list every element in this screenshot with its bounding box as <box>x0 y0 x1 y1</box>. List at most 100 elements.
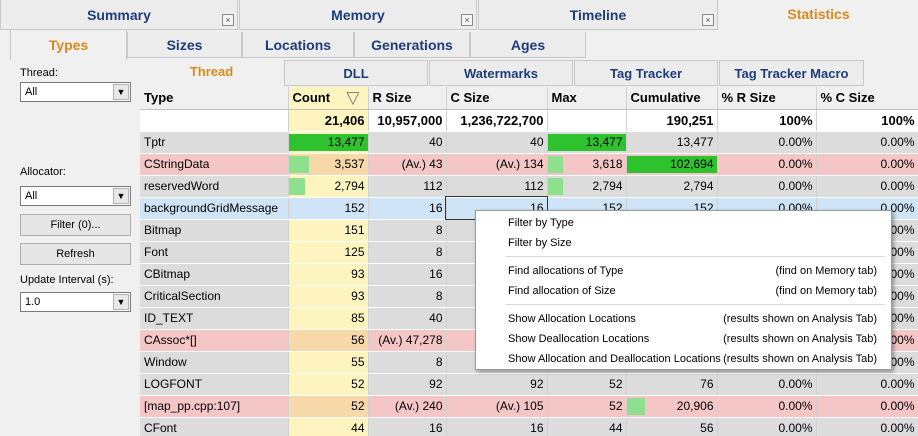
tab-thread-label: Thread <box>189 63 234 79</box>
cell-cumulative: 13,477 <box>626 131 718 154</box>
column-header-count[interactable]: Count ▽ <box>288 87 369 110</box>
cell-text: (Av.) 240 <box>394 399 443 413</box>
tab-tag-tracker-macro[interactable]: Tag Tracker Macro <box>719 60 864 86</box>
column-header-type[interactable]: Type <box>140 87 289 110</box>
cell-text: reservedWord <box>144 179 220 193</box>
menu-item-find-allocation-of-size[interactable]: Find allocation of Size (find on Memory t… <box>508 282 877 300</box>
tab-locations[interactable]: Locations <box>242 32 354 58</box>
cell-max: 3,618 <box>547 153 627 176</box>
menu-item-show-allocation-and-deallocation-locations[interactable]: Show Allocation and Deallocation Locatio… <box>508 350 877 368</box>
menu-item-label: Show Allocation Locations <box>508 313 636 325</box>
menu-item-label: Filter by Type <box>508 217 574 229</box>
cell-count: 2,794 <box>288 175 369 198</box>
cell-text: backgroundGridMessage <box>144 201 279 215</box>
tab-generations[interactable]: Generations <box>354 32 470 58</box>
cell-text: 2,794 <box>683 179 714 193</box>
chevron-down-icon[interactable]: ▼ <box>113 188 129 204</box>
column-header-c-size[interactable]: C Size <box>446 87 548 110</box>
cell-c-size: (Av.) 134 <box>446 153 548 176</box>
cell-text: 0.00% <box>880 179 915 193</box>
menu-item-filter-by-size[interactable]: Filter by Size <box>508 234 877 252</box>
chevron-down-icon[interactable]: ▼ <box>113 84 129 100</box>
menu-separator <box>506 256 885 257</box>
cell-max: 52 <box>547 395 627 418</box>
statistics-grid[interactable]: Type Count ▽ R Size C Size Max Cumulative… <box>140 87 918 436</box>
totals-pct-c-size: 100% <box>816 109 918 132</box>
refresh-button[interactable]: Refresh <box>20 243 131 265</box>
cell-text: LOGFONT <box>144 377 203 391</box>
cell-text: 52 <box>351 399 365 413</box>
tab-generations-label: Generations <box>371 36 453 53</box>
cell-max: 2,794 <box>547 175 627 198</box>
tab-timeline-label: Timeline <box>569 6 627 23</box>
column-header-max[interactable]: Max <box>547 87 627 110</box>
tab-memory[interactable]: Memory × <box>239 0 477 30</box>
cell-text: 16 <box>429 421 443 435</box>
table-row[interactable]: Tptr 13,477 40 40 13,477 13,477 0.00% 0.00% <box>140 131 918 154</box>
column-header-r-size[interactable]: R Size <box>368 87 447 110</box>
tab-tag-tracker[interactable]: Tag Tracker <box>574 60 718 86</box>
cell-text: 2,794 <box>592 179 623 193</box>
cell-text: 13,477 <box>585 135 623 149</box>
update-interval-label: Update Interval (s): <box>20 274 114 286</box>
cell-count: 55 <box>288 351 369 374</box>
menu-item-filter-by-type[interactable]: Filter by Type <box>508 214 877 232</box>
allocator-label: Allocator: <box>20 166 66 178</box>
close-icon[interactable]: × <box>222 14 234 26</box>
tab-watermarks[interactable]: Watermarks <box>429 60 573 86</box>
column-header-pct-r-size[interactable]: % R Size <box>717 87 817 110</box>
cell-text: 16 <box>530 421 544 435</box>
menu-item-find-allocations-of-type[interactable]: Find allocations of Type (find on Memory … <box>508 262 877 280</box>
cell-pct-c-size: 0.00% <box>816 395 918 418</box>
table-row[interactable]: reservedWord 2,794 112 112 2,794 2,794 0.00% 0.… <box>140 175 918 198</box>
tab-ages[interactable]: Ages <box>470 32 586 58</box>
allocator-select[interactable]: All ▼ <box>20 186 131 206</box>
totals-cumulative: 190,251 <box>626 109 718 132</box>
menu-item-label: Show Allocation and Deallocation Locatio… <box>508 353 721 365</box>
cell-text: 92 <box>429 377 443 391</box>
tab-memory-label: Memory <box>331 6 385 23</box>
filter-button[interactable]: Filter (0)... <box>20 214 131 236</box>
tab-sizes[interactable]: Sizes <box>127 32 242 58</box>
cell-text: 16 <box>429 201 443 215</box>
value-bar <box>547 177 564 195</box>
tab-dll[interactable]: DLL <box>284 60 428 86</box>
menu-item-show-deallocation-locations[interactable]: Show Deallocation Locations (results show… <box>508 330 877 348</box>
menu-item-hint: (find on Memory tab) <box>775 265 877 277</box>
close-icon[interactable]: × <box>702 14 714 26</box>
chevron-down-icon[interactable]: ▼ <box>113 294 129 310</box>
menu-item-hint: (find on Memory tab) <box>775 285 877 297</box>
menu-item-show-allocation-locations[interactable]: Show Allocation Locations (results shown … <box>508 310 877 328</box>
update-interval-select[interactable]: 1.0 ▼ <box>20 292 131 312</box>
tab-summary[interactable]: Summary × <box>0 0 238 30</box>
cell-text: 0.00% <box>778 399 813 413</box>
cell-text: 52 <box>351 377 365 391</box>
close-icon[interactable]: × <box>461 14 473 26</box>
table-row[interactable]: LOGFONT 52 92 92 52 76 0.00% 0.00% <box>140 373 918 396</box>
cell-text: 52 <box>609 399 623 413</box>
table-row[interactable]: CFont 44 16 16 44 56 0.00% 0.00% <box>140 417 918 436</box>
cell-text: 56 <box>700 421 714 435</box>
cell-text: 20,906 <box>676 399 714 413</box>
table-row[interactable]: [map_pp.cpp:107] 52 (Av.) 240 (Av.) 105 52 20… <box>140 395 918 418</box>
cell-text: Bitmap <box>144 223 182 237</box>
tab-statistics[interactable]: Statistics <box>719 0 918 28</box>
menu-item-hint: (results shown on Analysis Tab) <box>723 313 877 325</box>
cell-r-size: 8 <box>368 219 447 242</box>
tab-timeline[interactable]: Timeline × <box>478 0 718 30</box>
table-row[interactable]: CStringData 3,537 (Av.) 43 (Av.) 134 3,618 10… <box>140 153 918 176</box>
column-header-pct-c-size[interactable]: % C Size <box>816 87 918 110</box>
tab-summary-label: Summary <box>87 6 151 23</box>
cell-pct-r-size: 0.00% <box>717 175 817 198</box>
tab-types[interactable]: Types <box>10 30 127 60</box>
cell-c-size: 16 <box>446 417 548 436</box>
table-row[interactable]: backgroundGridMessage 152 16 16 152 152 0.00% 0… <box>140 196 918 220</box>
menu-item-hint: (results shown on Analysis Tab) <box>723 353 877 365</box>
cell-text: 52 <box>609 377 623 391</box>
cell-text: 151 <box>344 223 365 237</box>
thread-select[interactable]: All ▼ <box>20 82 131 102</box>
cell-r-size: 16 <box>368 263 447 286</box>
column-header-cumulative[interactable]: Cumulative <box>626 87 718 110</box>
tab-thread[interactable]: Thread <box>140 58 283 84</box>
totals-row: 21,406 10,957,000 1,236,722,700 190,251 … <box>140 109 918 132</box>
